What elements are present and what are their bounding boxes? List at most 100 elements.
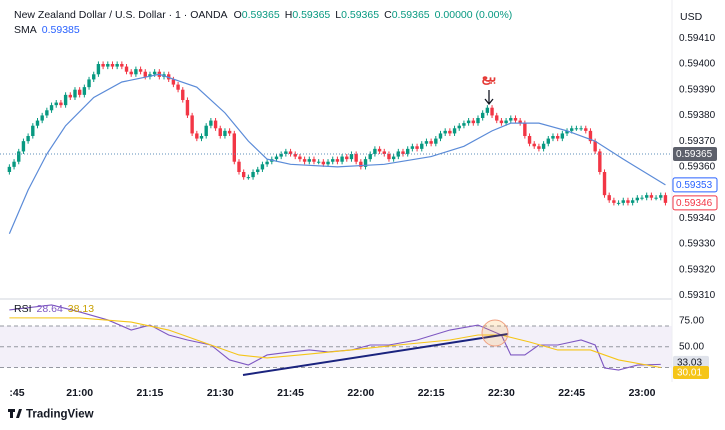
y-tick-label: 0.59330 xyxy=(679,239,716,250)
candle-body xyxy=(612,200,616,203)
candle-body xyxy=(509,118,513,121)
candle-body xyxy=(555,136,560,139)
candle-body xyxy=(490,107,494,116)
candle-body xyxy=(621,200,625,203)
candle-body xyxy=(171,79,176,85)
sma-value: 0.59385 xyxy=(42,24,80,36)
candle-body xyxy=(565,130,569,134)
candle-body xyxy=(644,195,649,198)
currency: USD xyxy=(680,11,703,23)
candle-body xyxy=(331,159,335,162)
candle-body xyxy=(237,161,241,172)
candle-body xyxy=(279,154,283,157)
candle-body xyxy=(340,156,344,162)
candle-body xyxy=(232,133,237,162)
candle-body xyxy=(401,151,405,154)
ohlc-value: 0.59365 xyxy=(242,9,280,21)
candle-body xyxy=(532,143,536,147)
candle-body xyxy=(288,151,293,154)
candle-body xyxy=(12,161,16,167)
candle-body xyxy=(518,120,522,124)
candle-body xyxy=(476,118,480,124)
candle-body xyxy=(499,120,504,124)
candle-body xyxy=(199,136,204,139)
x-tick-label: 21:00 xyxy=(66,387,93,399)
candle-body xyxy=(462,123,466,126)
change: 0.00000 (0.00%) xyxy=(435,9,513,21)
y-tick-label: 0.59400 xyxy=(679,59,716,70)
y-tick-label: 0.59380 xyxy=(679,110,716,121)
candle-body xyxy=(31,125,35,136)
candle-body xyxy=(391,156,396,160)
candle-body xyxy=(593,141,597,152)
candle-body xyxy=(368,154,372,160)
x-tick-label: 21:30 xyxy=(207,387,234,399)
candle-body xyxy=(335,159,340,162)
candle-body xyxy=(321,161,326,165)
y-tick-label: 0.59390 xyxy=(679,84,716,95)
candle-body xyxy=(598,151,602,172)
axis-value-box xyxy=(672,177,718,193)
candle-body xyxy=(101,64,105,67)
candle-body xyxy=(274,156,279,160)
candle-body xyxy=(588,130,593,142)
candle-body xyxy=(387,154,391,160)
candle-body xyxy=(326,161,330,165)
candle-body xyxy=(541,143,546,149)
candle-body xyxy=(138,69,143,72)
brand-logo xyxy=(8,409,22,418)
candle-body xyxy=(195,133,199,139)
candle-body xyxy=(513,118,518,121)
y-tick-label: 75.00 xyxy=(679,315,704,326)
candle-body xyxy=(307,159,311,162)
candle-body xyxy=(204,125,208,136)
axis-value-box xyxy=(673,355,709,369)
y-tick-label: 50.00 xyxy=(679,341,704,352)
candle-body xyxy=(373,148,377,154)
candle-body xyxy=(298,156,302,160)
candle-body xyxy=(115,64,119,67)
candle-body xyxy=(120,64,124,67)
axis-value-label: 30.01 xyxy=(677,368,702,379)
candle-body xyxy=(40,115,44,121)
candle-body xyxy=(443,130,447,134)
y-tick-label: 0.59410 xyxy=(679,33,716,44)
candle-body xyxy=(106,64,110,67)
candle-body xyxy=(354,154,358,162)
candle-body xyxy=(54,102,58,106)
x-tick-label: 21:45 xyxy=(277,387,304,399)
candle-body xyxy=(345,156,349,160)
symbol: New Zealand Dollar / U.S. Dollar · 1 · O… xyxy=(14,9,228,21)
candle-body xyxy=(630,200,635,203)
candle-body xyxy=(616,202,621,204)
sma-line xyxy=(8,73,666,234)
ohlc-key: C xyxy=(384,9,392,21)
candle-body xyxy=(246,177,251,179)
candle-body xyxy=(452,128,457,134)
candle-body xyxy=(316,161,321,163)
candle-body xyxy=(448,130,452,134)
brand-name: TradingView xyxy=(26,409,94,421)
candle-body xyxy=(59,102,63,106)
candle-body xyxy=(649,195,654,198)
candle-body xyxy=(63,94,68,106)
candle-body xyxy=(579,128,583,130)
axis-value-box xyxy=(673,366,709,380)
candle-body xyxy=(654,197,658,199)
candle-body xyxy=(663,195,668,203)
candle-body xyxy=(312,159,316,162)
candle-body xyxy=(190,115,194,134)
trend-line xyxy=(242,333,509,376)
ohlc-value: 0.59365 xyxy=(392,9,430,21)
rsi-ma-value: 38.13 xyxy=(68,303,94,315)
x-tick-label: 23:00 xyxy=(629,387,656,399)
candle-body xyxy=(134,69,138,75)
y-tick-label: 0.59370 xyxy=(679,136,716,147)
candle-body xyxy=(560,133,565,139)
axis-value-label: 33.03 xyxy=(677,358,702,369)
ohlc-key: O xyxy=(234,9,242,21)
candle-body xyxy=(176,84,180,90)
candle-body xyxy=(429,141,433,144)
